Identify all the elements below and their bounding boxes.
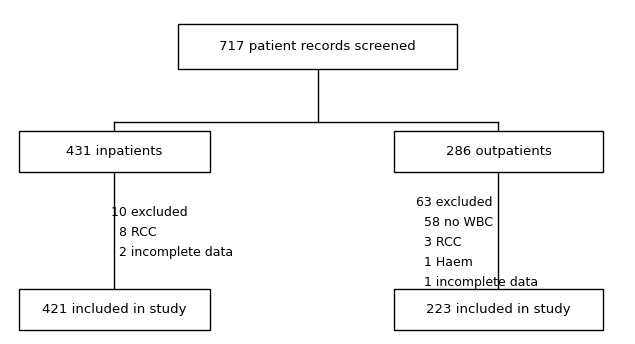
Text: 431 inpatients: 431 inpatients xyxy=(66,145,163,158)
FancyBboxPatch shape xyxy=(394,289,603,330)
FancyBboxPatch shape xyxy=(178,24,457,69)
FancyBboxPatch shape xyxy=(19,289,210,330)
Text: 421 included in study: 421 included in study xyxy=(42,303,187,316)
Text: 223 included in study: 223 included in study xyxy=(426,303,571,316)
FancyBboxPatch shape xyxy=(394,131,603,172)
Text: 63 excluded
  58 no WBC
  3 RCC
  1 Haem
  1 incomplete data: 63 excluded 58 no WBC 3 RCC 1 Haem 1 inc… xyxy=(416,196,538,289)
Text: 717 patient records screened: 717 patient records screened xyxy=(219,40,416,53)
Text: 286 outpatients: 286 outpatients xyxy=(446,145,551,158)
Text: 10 excluded
  8 RCC
  2 incomplete data: 10 excluded 8 RCC 2 incomplete data xyxy=(111,206,233,259)
FancyBboxPatch shape xyxy=(19,131,210,172)
